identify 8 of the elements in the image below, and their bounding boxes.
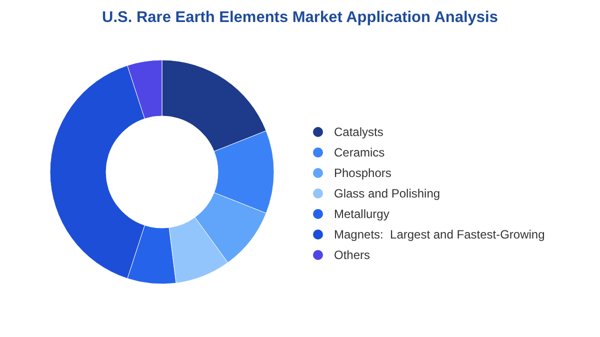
legend-label: Magnets: Largest and Fastest-Growing: [334, 228, 545, 242]
legend-label: Metallurgy: [334, 207, 390, 221]
legend-label: Catalysts: [334, 125, 384, 139]
legend-label: Others: [334, 248, 370, 262]
legend-label: Ceramics: [334, 146, 385, 160]
chart-title: U.S. Rare Earth Elements Market Application Analysis: [102, 9, 498, 26]
legend-label: Glass and Polishing: [334, 186, 440, 200]
legend-label: Phosphors: [334, 166, 392, 180]
